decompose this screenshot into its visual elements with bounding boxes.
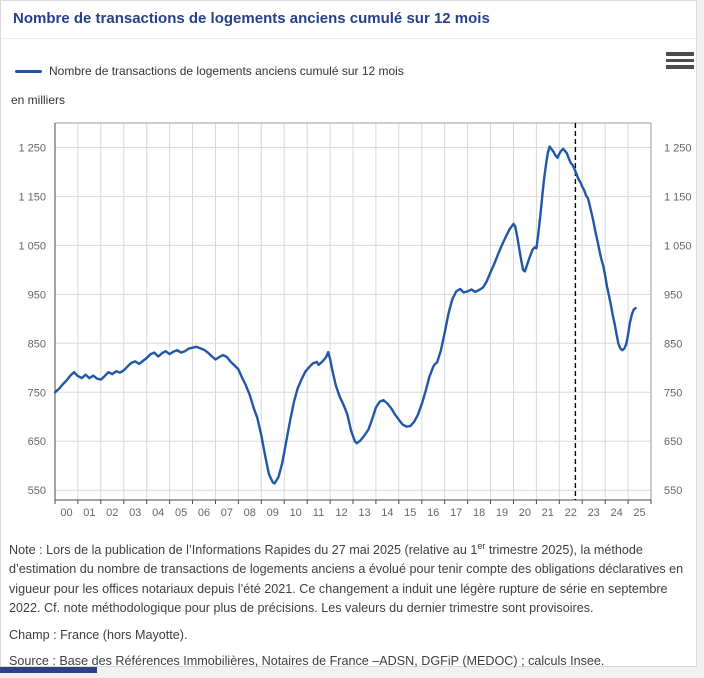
svg-text:06: 06 [198,507,210,519]
title-separator [1,38,697,39]
bottom-blue-bar[interactable] [0,667,97,673]
svg-text:650: 650 [28,436,46,448]
svg-text:750: 750 [28,387,46,399]
svg-text:1 150: 1 150 [664,191,692,203]
svg-text:10: 10 [290,507,302,519]
legend-line-icon [15,69,42,73]
x-axis-labels: 00 01 02 03 04 05 06 07 08 09 10 11 12 13 14 15 16 17 18 19… [60,507,645,519]
note-text: Note : Lors de la publication de l’Infor… [9,540,684,616]
svg-text:09: 09 [267,507,279,519]
champ-text: Champ : France (hors Mayotte). [9,627,188,642]
unit-label: en milliers [11,93,66,107]
svg-text:19: 19 [496,507,508,519]
svg-text:22: 22 [565,507,577,519]
hamburger-bar [666,65,694,69]
svg-text:16: 16 [427,507,439,519]
svg-text:03: 03 [129,507,141,519]
svg-text:850: 850 [28,338,46,350]
svg-text:550: 550 [28,485,46,497]
hamburger-bar [666,58,694,62]
svg-text:1 250: 1 250 [664,143,692,155]
svg-text:05: 05 [175,507,187,519]
svg-text:21: 21 [542,507,554,519]
svg-text:850: 850 [664,338,682,350]
svg-text:1 150: 1 150 [18,191,46,203]
svg-text:04: 04 [152,507,164,519]
svg-text:1 050: 1 050 [18,240,46,252]
svg-text:950: 950 [664,289,682,301]
svg-text:12: 12 [335,507,347,519]
x-gridlines [77,123,629,500]
svg-text:13: 13 [358,507,370,519]
source-text: Source : Base des Références Immobilière… [9,654,605,669]
svg-text:25: 25 [633,507,645,519]
superscript-er: er [477,540,486,551]
svg-text:1 250: 1 250 [18,143,46,155]
svg-text:550: 550 [664,485,682,497]
svg-text:02: 02 [106,507,118,519]
x-axis-ticks [54,500,652,504]
svg-text:11: 11 [313,507,324,519]
svg-text:20: 20 [519,507,531,519]
svg-text:15: 15 [404,507,416,519]
svg-text:950: 950 [28,289,46,301]
chart-card: Nombre de transactions de logements anci… [0,0,699,668]
svg-text:01: 01 [83,507,95,519]
svg-text:1 050: 1 050 [664,240,692,252]
page-title: Nombre de transactions de logements anci… [13,10,490,27]
svg-text:08: 08 [244,507,256,519]
svg-text:750: 750 [664,387,682,399]
hamburger-menu-icon[interactable] [666,52,694,70]
svg-text:07: 07 [221,507,233,519]
y-axis-labels-left: 550 650 750 850 950 1 050 1 150 1 250 [18,143,46,498]
svg-text:17: 17 [450,507,462,519]
svg-text:650: 650 [664,436,682,448]
svg-text:18: 18 [473,507,485,519]
svg-text:24: 24 [610,507,622,519]
legend-item[interactable]: Nombre de transactions de logements anci… [15,63,404,79]
hamburger-bar [666,52,694,56]
svg-text:23: 23 [588,507,600,519]
y-axis-labels-right: 550 650 750 850 950 1 050 1 150 1 250 [664,143,692,498]
chart-footnotes: Note : Lors de la publication de l’Infor… [9,541,697,678]
svg-text:00: 00 [60,507,72,519]
transactions-series-line [53,145,637,485]
line-chart-plot[interactable]: 550 650 750 850 950 1 050 1 150 1 250 550 650 750 8… [1,114,699,526]
legend-label: Nombre de transactions de logements anci… [49,64,404,78]
svg-text:14: 14 [381,507,393,519]
